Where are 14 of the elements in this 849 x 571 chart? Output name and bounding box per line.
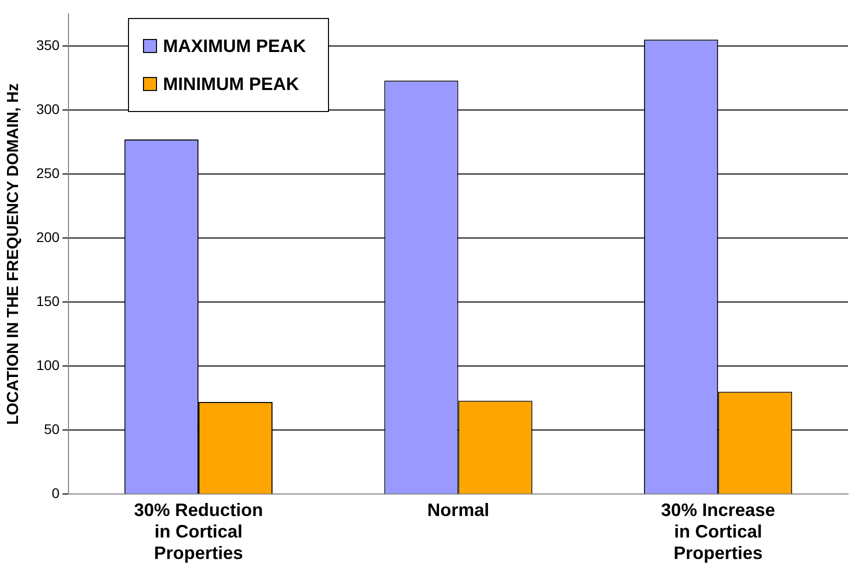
y-tick-label: 250 bbox=[36, 164, 60, 181]
y-tick-label: 0 bbox=[52, 485, 60, 502]
y-tick-label: 50 bbox=[44, 421, 60, 438]
legend-label: MAXIMUM PEAK bbox=[163, 36, 306, 56]
y-tick-label: 200 bbox=[36, 228, 60, 245]
y-tick-label: 100 bbox=[36, 357, 60, 374]
legend-label: MINIMUM PEAK bbox=[163, 74, 299, 94]
x-tick-label: Normal bbox=[427, 500, 490, 520]
x-tick-label: 30% Increase in Cortical Properties bbox=[661, 500, 776, 564]
y-tick-label: 300 bbox=[36, 100, 60, 117]
y-tick-label: 150 bbox=[36, 292, 60, 309]
y-tick-label: 350 bbox=[36, 36, 60, 53]
y-axis-title: LOCATION IN THE FREQUENCY DOMAIN, Hz bbox=[5, 83, 22, 425]
x-tick-label: 30% Reduction in Cortical Properties bbox=[134, 500, 263, 564]
